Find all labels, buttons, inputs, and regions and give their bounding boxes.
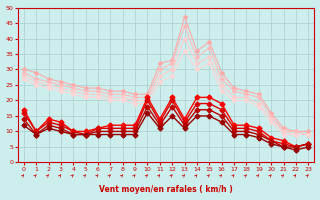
- X-axis label: Vent moyen/en rafales ( km/h ): Vent moyen/en rafales ( km/h ): [99, 185, 233, 194]
